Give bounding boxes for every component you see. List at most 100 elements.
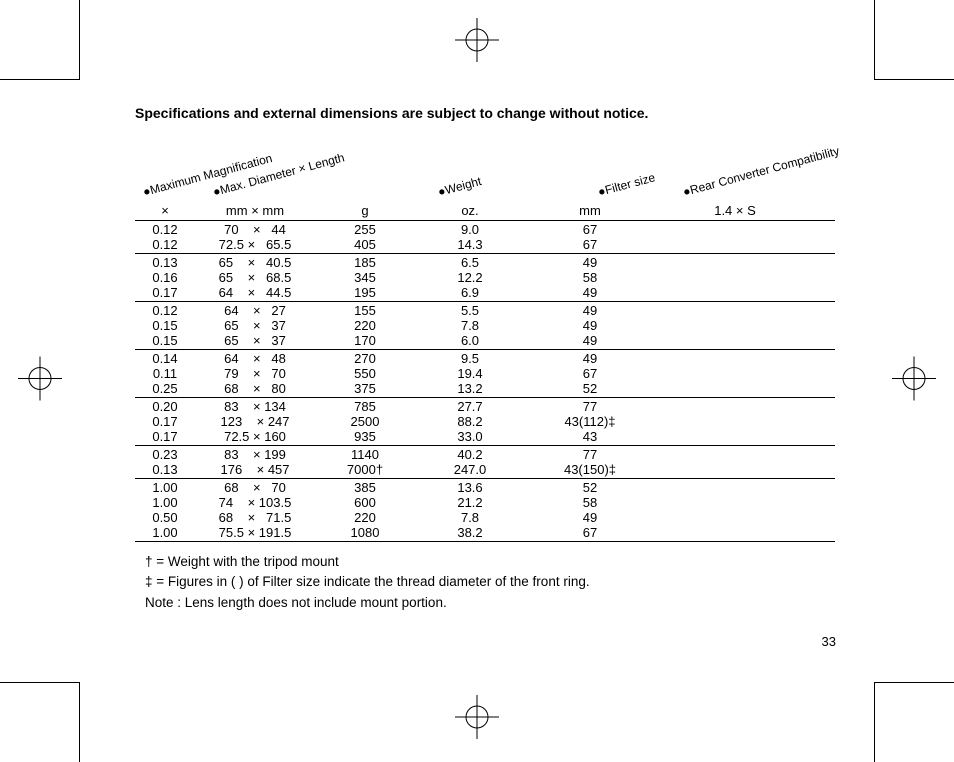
cell-oz: 6.0 <box>415 333 525 348</box>
cell-dim: 83 × 134 <box>195 399 315 414</box>
cell-mag: 1.00 <box>135 480 195 495</box>
cell-oz: 6.5 <box>415 255 525 270</box>
table-group: 0.2383 × 199114040.2770.13176 × 4577000†… <box>135 446 835 479</box>
cell-rear <box>655 495 815 510</box>
cell-filter: 58 <box>525 270 655 285</box>
cell-g: 255 <box>315 222 415 237</box>
cell-mag: 0.12 <box>135 222 195 237</box>
cell-rear <box>655 510 815 525</box>
unit-rear: 1.4 × S <box>655 203 815 218</box>
cell-g: 600 <box>315 495 415 510</box>
units-row: × mm × mm g oz. mm 1.4 × S <box>135 203 835 221</box>
cell-mag: 0.50 <box>135 510 195 525</box>
table-row: 0.1565 × 372207.849 <box>135 318 835 333</box>
page-title: Specifications and external dimensions a… <box>135 105 835 121</box>
table-row: 0.1272.5 × 65.540514.367 <box>135 237 835 252</box>
registration-mark-left <box>18 357 62 406</box>
cell-mag: 0.13 <box>135 255 195 270</box>
table-row: 1.0075.5 × 191.5108038.267 <box>135 525 835 540</box>
unit-g: g <box>315 203 415 218</box>
cell-g: 7000† <box>315 462 415 477</box>
table-row: 0.2083 × 13478527.777 <box>135 399 835 414</box>
cell-mag: 0.15 <box>135 333 195 348</box>
cell-filter: 49 <box>525 351 655 366</box>
cell-g: 185 <box>315 255 415 270</box>
cell-oz: 38.2 <box>415 525 525 540</box>
cell-oz: 247.0 <box>415 462 525 477</box>
cell-filter: 49 <box>525 333 655 348</box>
cell-rear <box>655 366 815 381</box>
footnote-dagger: † = Weight with the tripod mount <box>145 552 835 572</box>
cell-rear <box>655 222 815 237</box>
cell-dim: 70 × 44 <box>195 222 315 237</box>
cell-dim: 176 × 457 <box>195 462 315 477</box>
cell-dim: 65 × 40.5 <box>195 255 315 270</box>
cell-rear <box>655 270 815 285</box>
header-rear: ●Rear Converter Compatibility <box>681 144 840 199</box>
cell-rear <box>655 381 815 396</box>
cell-filter: 77 <box>525 447 655 462</box>
cell-rear <box>655 333 815 348</box>
cell-filter: 43(112)‡ <box>525 414 655 429</box>
cell-dim: 68 × 71.5 <box>195 510 315 525</box>
cell-dim: 65 × 68.5 <box>195 270 315 285</box>
cell-rear <box>655 237 815 252</box>
cell-mag: 0.16 <box>135 270 195 285</box>
unit-mag: × <box>135 203 195 218</box>
table-row: 0.1264 × 271555.549 <box>135 303 835 318</box>
cell-oz: 9.5 <box>415 351 525 366</box>
cell-g: 785 <box>315 399 415 414</box>
table-row: 0.2383 × 199114040.277 <box>135 447 835 462</box>
cell-rear <box>655 351 815 366</box>
cell-g: 220 <box>315 510 415 525</box>
cell-mag: 0.13 <box>135 462 195 477</box>
cell-filter: 49 <box>525 255 655 270</box>
cell-mag: 0.15 <box>135 318 195 333</box>
table-group: 0.1464 × 482709.5490.1179 × 7055019.4670… <box>135 350 835 398</box>
cell-rear <box>655 462 815 477</box>
table-group: 0.1365 × 40.51856.5490.1665 × 68.534512.… <box>135 254 835 302</box>
cell-filter: 43(150)‡ <box>525 462 655 477</box>
registration-mark-top <box>455 18 499 67</box>
table-body: 0.1270 × 442559.0670.1272.5 × 65.540514.… <box>135 221 835 542</box>
cell-mag: 0.20 <box>135 399 195 414</box>
page-number: 33 <box>822 634 836 649</box>
cell-filter: 49 <box>525 510 655 525</box>
footnotes: † = Weight with the tripod mount ‡ = Fig… <box>135 552 835 613</box>
cell-g: 195 <box>315 285 415 300</box>
cell-rear <box>655 318 815 333</box>
cell-dim: 68 × 70 <box>195 480 315 495</box>
cell-dim: 72.5 × 160 <box>195 429 315 444</box>
table-row: 1.0068 × 7038513.652 <box>135 480 835 495</box>
cell-oz: 19.4 <box>415 366 525 381</box>
crop-mark-br <box>874 682 954 762</box>
cell-oz: 13.6 <box>415 480 525 495</box>
table-row: 0.17123 × 247250088.243(112)‡ <box>135 414 835 429</box>
table-row: 0.1565 × 371706.049 <box>135 333 835 348</box>
cell-filter: 77 <box>525 399 655 414</box>
table-row: 0.5068 × 71.52207.849 <box>135 510 835 525</box>
cell-oz: 40.2 <box>415 447 525 462</box>
cell-g: 170 <box>315 333 415 348</box>
cell-g: 1080 <box>315 525 415 540</box>
spec-table: ●Maximum Magnification ●Max. Diameter × … <box>135 161 835 542</box>
cell-g: 220 <box>315 318 415 333</box>
unit-oz: oz. <box>415 203 525 218</box>
table-group: 0.1264 × 271555.5490.1565 × 372207.8490.… <box>135 302 835 350</box>
cell-g: 935 <box>315 429 415 444</box>
table-group: 0.1270 × 442559.0670.1272.5 × 65.540514.… <box>135 221 835 254</box>
unit-filter: mm <box>525 203 655 218</box>
cell-g: 270 <box>315 351 415 366</box>
cell-dim: 64 × 48 <box>195 351 315 366</box>
unit-dim: mm × mm <box>195 203 315 218</box>
cell-filter: 67 <box>525 222 655 237</box>
cell-mag: 0.11 <box>135 366 195 381</box>
cell-mag: 0.14 <box>135 351 195 366</box>
header-weight: ●Weight <box>436 174 483 199</box>
cell-rear <box>655 255 815 270</box>
cell-rear <box>655 303 815 318</box>
cell-dim: 75.5 × 191.5 <box>195 525 315 540</box>
cell-dim: 79 × 70 <box>195 366 315 381</box>
cell-filter: 52 <box>525 480 655 495</box>
cell-rear <box>655 429 815 444</box>
